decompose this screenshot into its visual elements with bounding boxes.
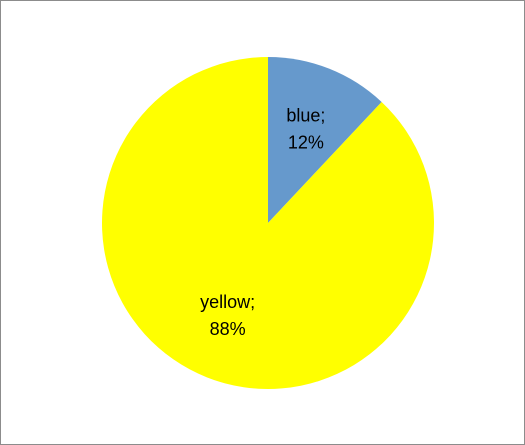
- data-label-yellow-percent: 88%: [210, 319, 246, 339]
- data-label-yellow: yellow; 88%: [200, 292, 255, 339]
- pie-slice-yellow: [101, 57, 434, 389]
- pie-slice-blue: [268, 57, 382, 223]
- data-label-blue-percent: 12%: [288, 132, 324, 152]
- data-label-blue-name: blue;: [286, 105, 325, 125]
- data-labels: blue; 12% yellow; 88%: [200, 105, 325, 339]
- data-label-yellow-name: yellow;: [200, 292, 255, 312]
- data-label-blue: blue; 12%: [286, 105, 325, 152]
- pie-slices: [101, 57, 434, 389]
